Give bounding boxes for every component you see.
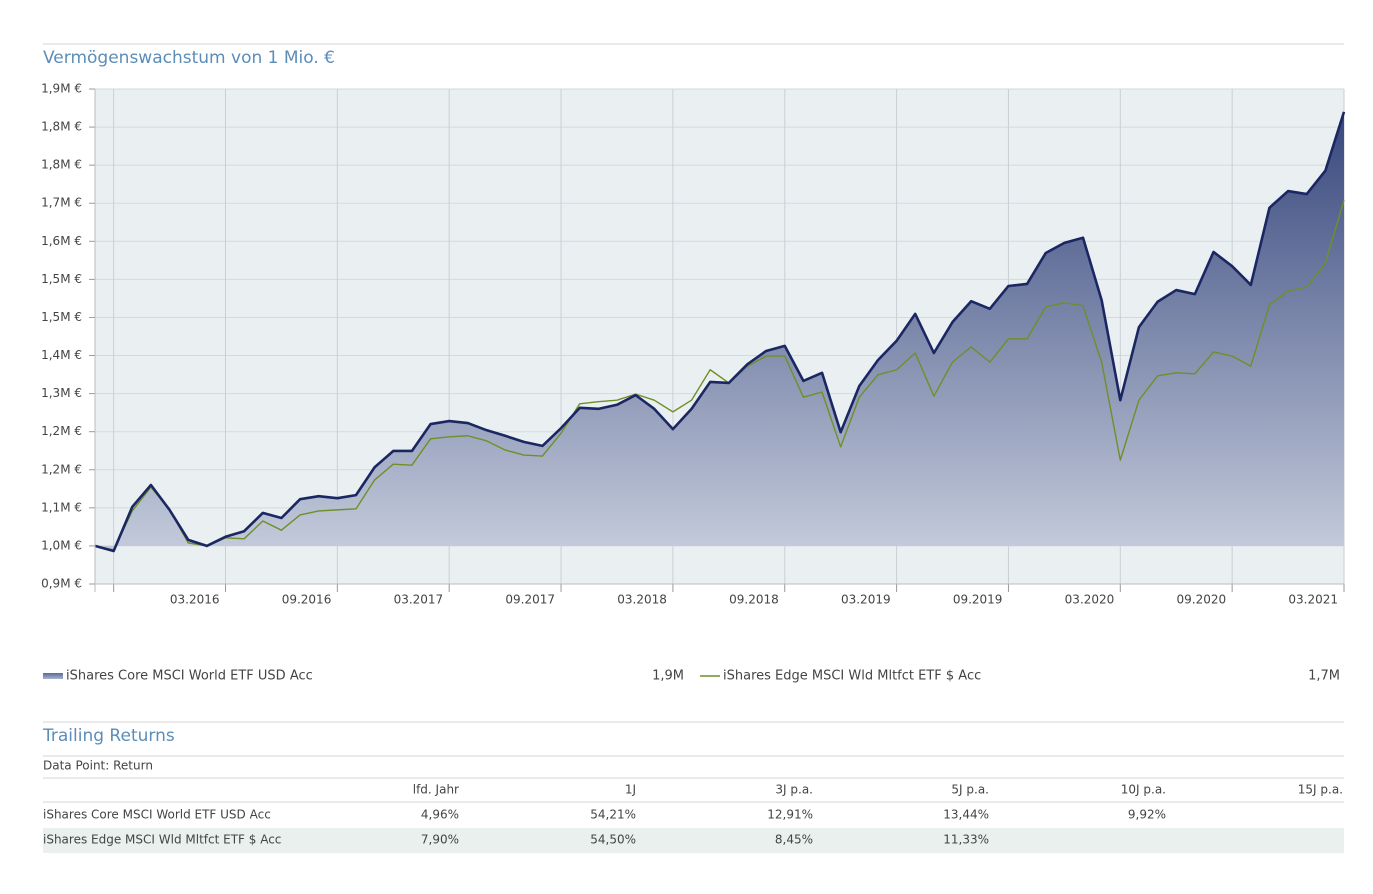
table-title: Trailing Returns bbox=[42, 726, 175, 746]
chart-title: Vermögenswachstum von 1 Mio. € bbox=[43, 48, 335, 68]
legend-swatch bbox=[43, 673, 63, 679]
x-tick-label: 09.2017 bbox=[505, 593, 555, 607]
x-tick-label: 03.2021 bbox=[1288, 593, 1338, 607]
cell: 9,92% bbox=[1128, 808, 1166, 822]
y-tick-label: 1,8M € bbox=[41, 158, 82, 172]
column-header: 5J p.a. bbox=[951, 783, 989, 797]
cell: 54,21% bbox=[590, 808, 636, 822]
column-header: 10J p.a. bbox=[1121, 783, 1166, 797]
line bbox=[94, 199, 1345, 551]
cell: 12,91% bbox=[767, 808, 813, 822]
x-tick-label: 09.2016 bbox=[282, 593, 332, 607]
y-tick-label: 1,1M € bbox=[41, 500, 82, 514]
y-tick-label: 1,9M € bbox=[41, 82, 82, 96]
y-tick-label: 1,5M € bbox=[41, 310, 82, 324]
y-tick-label: 1,5M € bbox=[41, 272, 82, 286]
y-tick-label: 1,7M € bbox=[41, 196, 82, 210]
legend-value: 1,9M bbox=[652, 669, 684, 684]
line bbox=[94, 111, 1346, 553]
row-name: iShares Core MSCI World ETF USD Acc bbox=[43, 808, 271, 822]
cell: 54,50% bbox=[590, 833, 636, 847]
x-tick-label: 03.2016 bbox=[170, 593, 220, 607]
legend-label: iShares Edge MSCI Wld Mltfct ETF $ Acc bbox=[723, 669, 981, 684]
y-tick-label: 1,2M € bbox=[41, 462, 82, 476]
y-tick-label: 1,0M € bbox=[41, 538, 82, 552]
column-header: lfd. Jahr bbox=[413, 783, 459, 797]
cell: 13,44% bbox=[943, 808, 989, 822]
x-tick-label: 09.2019 bbox=[953, 593, 1003, 607]
column-header: 1J bbox=[625, 783, 636, 797]
y-tick-label: 1,6M € bbox=[41, 234, 82, 248]
x-tick-label: 03.2018 bbox=[617, 593, 667, 607]
y-tick-label: 1,2M € bbox=[41, 424, 82, 438]
row-highlight bbox=[43, 828, 1344, 853]
legend-value: 1,7M bbox=[1308, 669, 1340, 684]
row-name: iShares Edge MSCI Wld Mltfct ETF $ Acc bbox=[43, 833, 281, 847]
y-tick-label: 1,8M € bbox=[41, 120, 82, 134]
y-tick-label: 1,3M € bbox=[41, 386, 82, 400]
cell: 4,96% bbox=[421, 808, 459, 822]
x-tick-label: 09.2018 bbox=[729, 593, 779, 607]
x-tick-label: 03.2019 bbox=[841, 593, 891, 607]
data-point-label: Data Point: Return bbox=[43, 759, 153, 773]
cell: 11,33% bbox=[943, 833, 989, 847]
legend-label: iShares Core MSCI World ETF USD Acc bbox=[66, 669, 313, 684]
cell: 7,90% bbox=[421, 833, 459, 847]
column-header: 3J p.a. bbox=[775, 783, 813, 797]
x-tick-label: 03.2020 bbox=[1065, 593, 1115, 607]
cell: 8,45% bbox=[775, 833, 813, 847]
x-tick-label: 09.2020 bbox=[1177, 593, 1227, 607]
y-tick-label: 0,9M € bbox=[41, 577, 82, 591]
y-tick-label: 1,4M € bbox=[41, 348, 82, 362]
x-tick-label: 03.2017 bbox=[394, 593, 444, 607]
area bbox=[95, 111, 1344, 551]
column-header: 15J p.a. bbox=[1298, 783, 1343, 797]
